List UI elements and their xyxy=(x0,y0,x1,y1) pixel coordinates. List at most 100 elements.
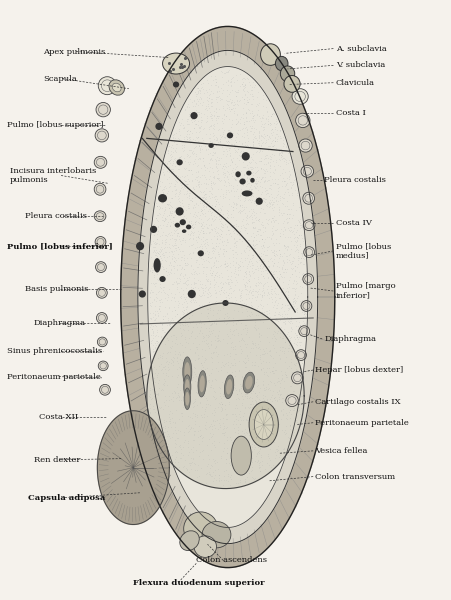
Point xyxy=(248,214,255,223)
Point xyxy=(242,425,249,434)
Point xyxy=(256,431,263,440)
Point xyxy=(165,211,172,220)
Point xyxy=(190,203,197,213)
Point xyxy=(177,292,184,302)
Point xyxy=(219,248,226,258)
Point xyxy=(179,427,186,436)
Point xyxy=(176,323,184,333)
Point xyxy=(147,403,154,413)
Point xyxy=(229,314,236,324)
Point xyxy=(251,349,258,359)
Point xyxy=(193,410,200,420)
Point xyxy=(156,365,163,374)
Point xyxy=(212,136,220,145)
Point xyxy=(257,427,264,437)
Point xyxy=(172,332,179,342)
Point xyxy=(275,238,282,248)
Point xyxy=(230,416,237,425)
Point xyxy=(232,350,239,359)
Point xyxy=(147,385,154,395)
Point xyxy=(170,228,177,238)
Point xyxy=(243,351,250,361)
Point xyxy=(239,124,246,133)
Point xyxy=(260,287,267,296)
Text: Pleura costalis: Pleura costalis xyxy=(25,212,87,220)
Point xyxy=(203,372,210,382)
Point xyxy=(207,430,214,440)
Point xyxy=(252,361,259,370)
Point xyxy=(290,377,298,386)
Point xyxy=(192,349,199,359)
Point xyxy=(303,309,310,319)
Point xyxy=(213,344,220,354)
Point xyxy=(293,371,300,380)
Point xyxy=(277,148,285,157)
Point xyxy=(182,408,189,418)
Point xyxy=(149,322,156,331)
Point xyxy=(195,167,202,176)
Point xyxy=(156,181,164,191)
Point xyxy=(232,394,239,404)
Point xyxy=(195,375,202,385)
Point xyxy=(221,438,228,448)
Point xyxy=(267,335,274,344)
Point xyxy=(220,431,227,441)
Point xyxy=(201,284,208,293)
Point xyxy=(273,277,280,286)
Point xyxy=(231,305,238,315)
Point xyxy=(241,280,248,289)
Point xyxy=(178,431,185,441)
Point xyxy=(177,291,184,301)
Point xyxy=(272,238,280,248)
Point xyxy=(288,384,295,394)
Point xyxy=(158,359,165,369)
Point xyxy=(180,350,187,359)
Point xyxy=(157,282,164,292)
Point xyxy=(189,212,197,221)
Point xyxy=(198,284,205,293)
Point xyxy=(216,429,223,439)
Point xyxy=(237,341,244,350)
Point xyxy=(296,378,304,388)
Point xyxy=(210,316,217,325)
Point xyxy=(185,159,193,169)
Point xyxy=(194,161,202,170)
Point xyxy=(273,409,281,418)
Point xyxy=(283,218,290,228)
Point xyxy=(184,114,191,124)
Point xyxy=(267,367,274,377)
Point xyxy=(274,415,281,424)
Point xyxy=(166,269,173,279)
Point xyxy=(181,222,188,232)
Point xyxy=(160,325,167,335)
Point xyxy=(191,345,198,355)
Point xyxy=(268,418,275,428)
Point xyxy=(183,190,190,199)
Ellipse shape xyxy=(231,436,251,475)
Point xyxy=(260,416,267,425)
Point xyxy=(275,316,282,326)
Point xyxy=(183,400,190,410)
Point xyxy=(285,305,292,314)
Point xyxy=(255,425,262,434)
Point xyxy=(231,262,239,272)
Point xyxy=(202,165,209,175)
Point xyxy=(285,190,292,200)
Point xyxy=(213,292,220,302)
Point xyxy=(283,409,290,418)
Point xyxy=(241,367,248,377)
Point xyxy=(249,137,256,147)
Point xyxy=(146,389,153,398)
Point xyxy=(167,227,175,237)
Point xyxy=(242,458,249,468)
Point xyxy=(158,346,165,356)
Point xyxy=(188,395,195,405)
Point xyxy=(242,381,249,391)
Point xyxy=(246,325,253,335)
Point xyxy=(200,354,207,364)
Point xyxy=(270,362,277,372)
Point xyxy=(279,340,286,349)
Point xyxy=(162,221,170,231)
Point xyxy=(158,331,165,341)
Point xyxy=(181,320,188,330)
